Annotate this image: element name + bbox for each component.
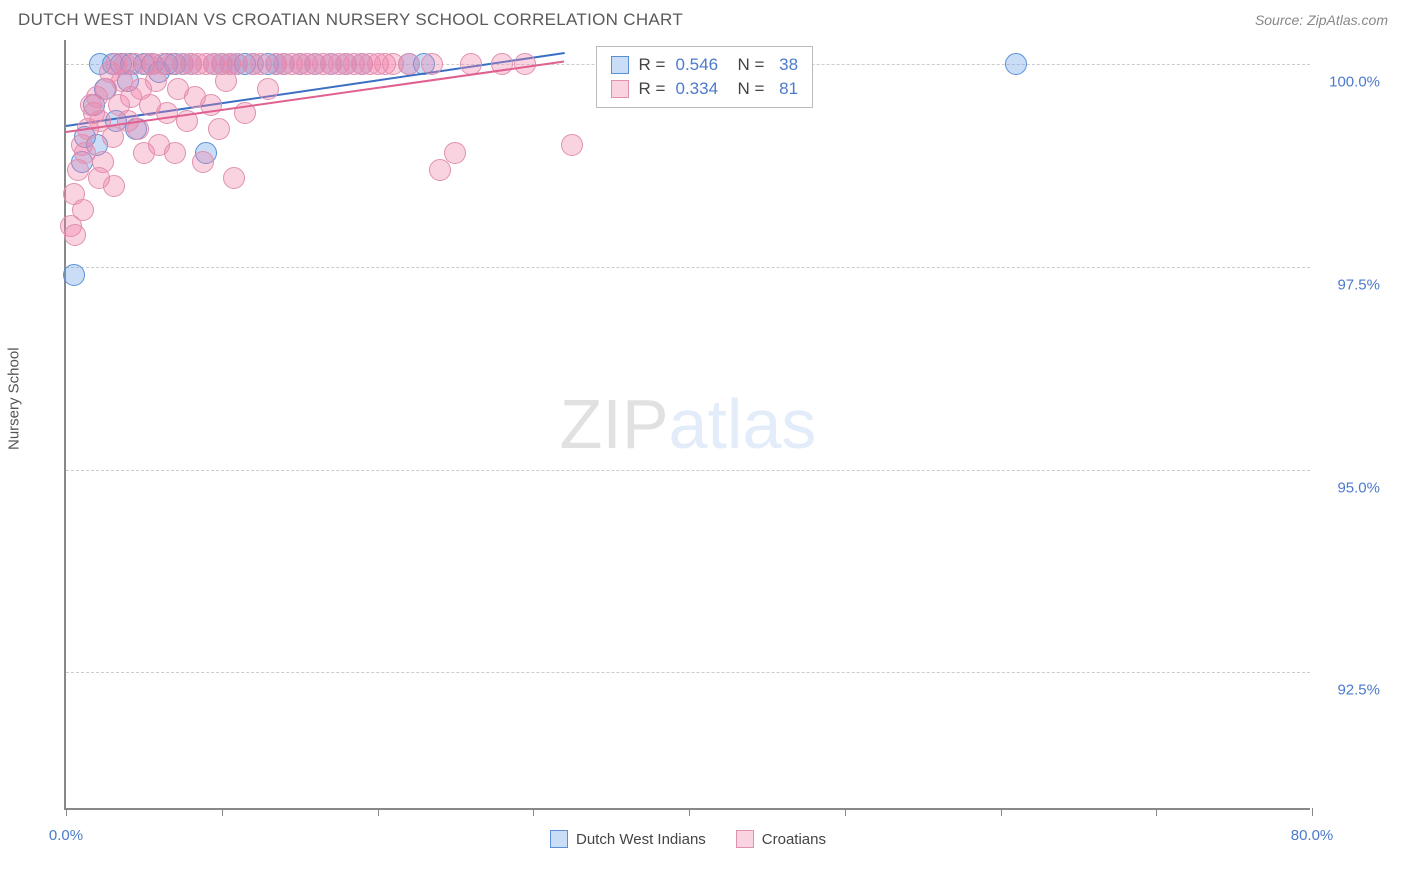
stat-r-value: 0.334 [675,79,718,99]
source-label: Source: ZipAtlas.com [1255,12,1388,28]
data-point [64,224,86,246]
y-tick-label: 100.0% [1320,74,1380,91]
stat-n-label: N = [728,79,764,99]
data-point [1005,53,1027,75]
stats-row: R = 0.546 N = 38 [611,53,799,77]
x-tick [1156,808,1157,816]
y-axis-label: Nursery School [6,347,23,450]
x-tick [845,808,846,816]
data-point [192,151,214,173]
legend-item: Dutch West Indians [550,830,706,848]
watermark: ZIPatlas [560,384,817,464]
data-point [421,53,443,75]
data-point [257,78,279,100]
chart-header: DUTCH WEST INDIAN VS CROATIAN NURSERY SC… [0,0,1406,36]
legend-label: Croatians [762,831,826,848]
y-tick-label: 95.0% [1320,479,1380,496]
data-point [164,142,186,164]
gridline [66,267,1310,268]
watermark-atlas: atlas [669,385,817,463]
legend-label: Dutch West Indians [576,831,706,848]
chart-title: DUTCH WEST INDIAN VS CROATIAN NURSERY SC… [18,10,683,30]
data-point [103,175,125,197]
data-point [156,102,178,124]
x-tick [378,808,379,816]
stat-r-value: 0.546 [675,55,718,75]
legend-swatch [611,56,629,74]
x-tick [1001,808,1002,816]
stats-row: R = 0.334 N = 81 [611,77,799,101]
legend-item: Croatians [736,830,826,848]
legend: Dutch West Indians Croatians [550,830,826,848]
x-tick-label: 0.0% [49,827,83,844]
data-point [444,142,466,164]
data-point [561,134,583,156]
x-tick [222,808,223,816]
y-tick-label: 92.5% [1320,682,1380,699]
x-tick [66,808,67,816]
x-tick [533,808,534,816]
data-point [223,167,245,189]
x-tick-label: 80.0% [1291,827,1334,844]
x-tick [689,808,690,816]
data-point [208,118,230,140]
stat-n-label: N = [728,55,764,75]
chart-area: Nursery School ZIPatlas 92.5%95.0%97.5%1… [18,40,1388,860]
stats-legend: R = 0.546 N = 38R = 0.334 N = 81 [596,46,814,108]
gridline [66,470,1310,471]
data-point [398,53,420,75]
y-tick-label: 97.5% [1320,276,1380,293]
watermark-zip: ZIP [560,385,669,463]
stat-n-value: 81 [774,79,798,99]
x-tick [1312,808,1313,816]
gridline [66,672,1310,673]
data-point [72,199,94,221]
plot-region: ZIPatlas 92.5%95.0%97.5%100.0%0.0%80.0%R… [64,40,1310,810]
data-point [63,264,85,286]
legend-swatch [736,830,754,848]
legend-swatch [550,830,568,848]
stat-r-label: R = [639,79,666,99]
legend-swatch [611,80,629,98]
stat-r-label: R = [639,55,666,75]
stat-n-value: 38 [774,55,798,75]
